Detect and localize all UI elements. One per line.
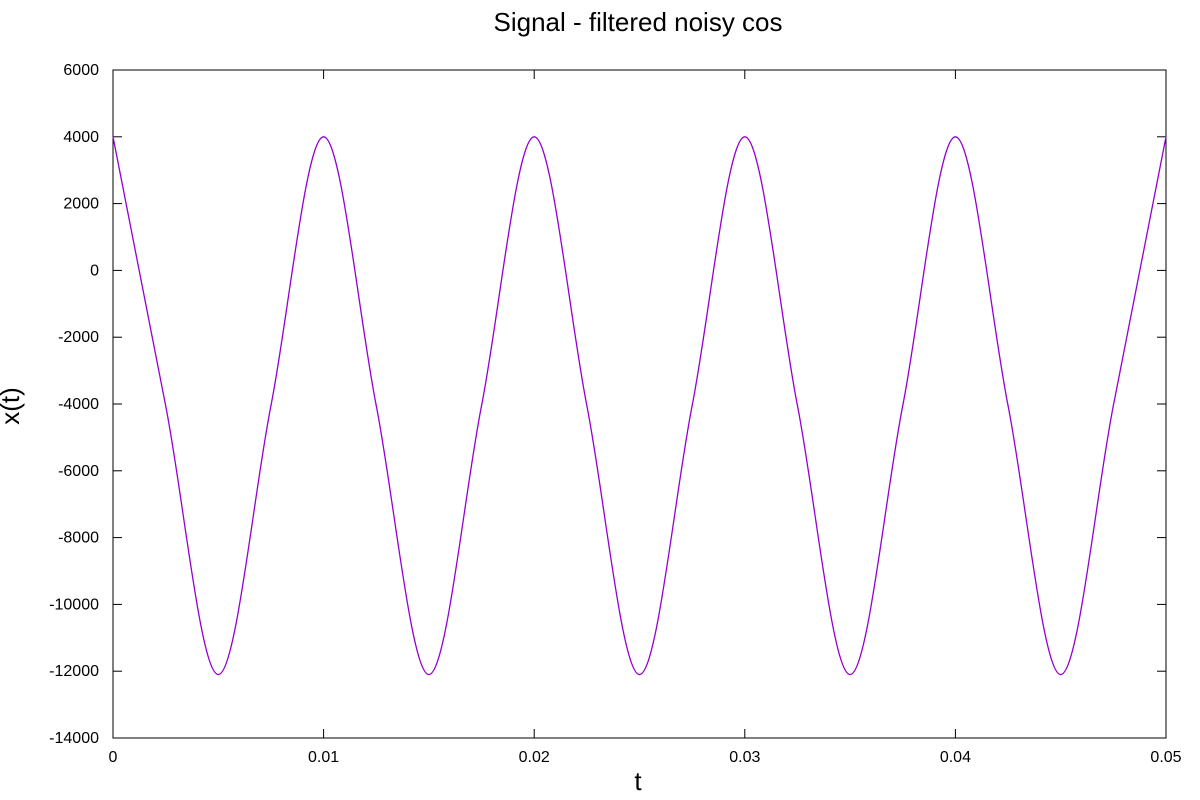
data-point <box>323 136 325 138</box>
data-point <box>954 136 957 138</box>
y-axis-label: x(t) <box>0 387 25 425</box>
data-point <box>796 405 799 407</box>
data-point <box>270 405 272 407</box>
data-point <box>691 405 693 407</box>
axis-ticks: 0 0.01 0.02 0.03 0.04 0.05 6000 4000 2000 0 -2000 -… <box>49 62 1182 766</box>
y-tick-label: -4000 <box>58 396 99 413</box>
data-point <box>112 136 114 138</box>
data-point <box>375 405 377 407</box>
x-tick-label: 0 <box>109 749 118 766</box>
data-point <box>849 673 851 676</box>
x-tick-label: 0.02 <box>519 749 550 766</box>
y-tick-label: 2000 <box>63 196 99 213</box>
x-tick-label: 0.04 <box>940 749 971 766</box>
y-tick-label: -14000 <box>49 730 99 747</box>
x-tick-label: 0.05 <box>1150 749 1181 766</box>
y-tick-label: 4000 <box>63 129 99 146</box>
y-tick-label: 0 <box>90 262 99 279</box>
y-tick-label: 6000 <box>63 62 99 79</box>
data-point <box>217 673 219 676</box>
y-tick-label: -12000 <box>49 663 99 680</box>
x-axis-label: t <box>634 766 642 796</box>
data-point <box>1165 136 1167 138</box>
chart-title: Signal - filtered noisy cos <box>493 7 782 37</box>
data-point <box>1007 405 1009 407</box>
data-point <box>428 673 430 676</box>
data-point <box>533 136 535 138</box>
data-point <box>902 405 904 407</box>
data-point <box>1112 405 1114 407</box>
data-point <box>1060 673 1062 676</box>
series-layer <box>112 136 1167 676</box>
data-point <box>744 136 746 138</box>
y-tick-label: -8000 <box>58 530 99 547</box>
y-tick-label: -2000 <box>58 329 99 346</box>
y-tick-label: -6000 <box>58 463 99 480</box>
x-tick-label: 0.03 <box>729 749 760 766</box>
data-point <box>586 405 588 407</box>
data-point <box>480 405 483 407</box>
x-tick-label: 0.01 <box>308 749 339 766</box>
y-tick-label: -10000 <box>49 596 99 613</box>
data-point <box>638 673 641 676</box>
data-point <box>165 405 167 407</box>
